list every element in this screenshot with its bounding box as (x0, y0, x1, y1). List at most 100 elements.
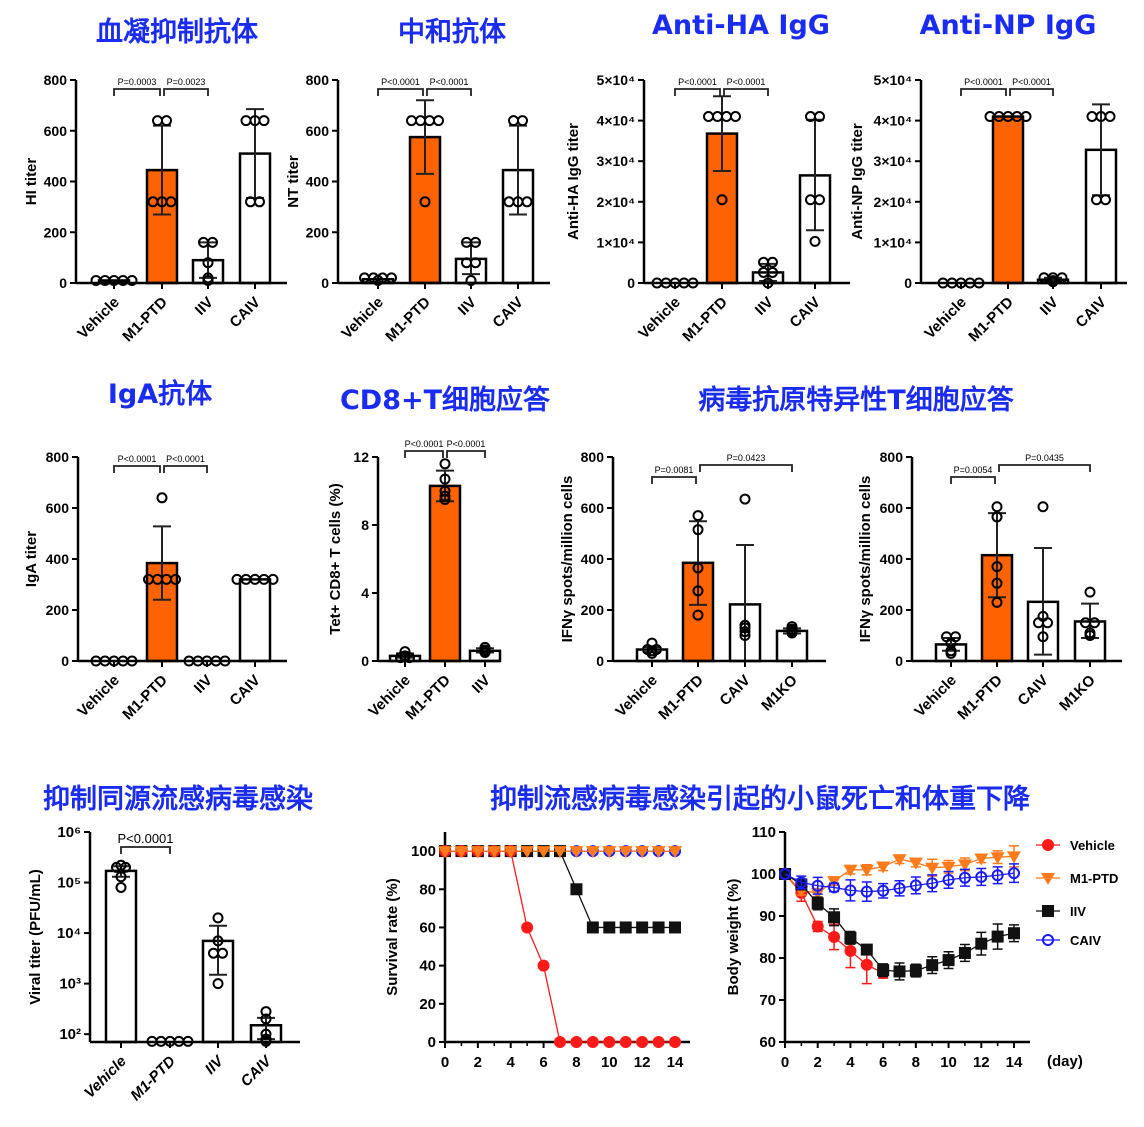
legend-item-caiv: CAIV (1036, 933, 1101, 948)
data-point (161, 115, 172, 127)
square-marker (860, 943, 873, 956)
data-point (716, 194, 728, 206)
significance-bracket (651, 476, 697, 484)
triangle-down-marker (876, 861, 891, 874)
y-tick-label: 400 (44, 174, 68, 190)
data-point (470, 236, 481, 248)
x-axis-label: (day) (1047, 1053, 1083, 1070)
data-point (470, 257, 481, 269)
x-tick-label: 0 (441, 1054, 449, 1071)
y-tick-label: 4 (361, 585, 369, 601)
data-point (521, 196, 533, 208)
legend-item-vehicle: Vehicle (1036, 838, 1115, 853)
data-point (115, 881, 127, 893)
x-tick-label: IIV (191, 672, 216, 697)
triangle-down-marker (454, 846, 469, 859)
y-tick-label: 200 (581, 602, 605, 618)
p-value-label: P<0.0001 (430, 77, 469, 87)
x-tick-label: 8 (572, 1054, 580, 1071)
y-tick-label: 80 (759, 950, 776, 967)
data-point (120, 861, 131, 873)
y-tick-label: 100 (411, 843, 436, 860)
circle-marker (586, 1036, 599, 1048)
p-value-label: P<0.0001 (964, 77, 1003, 87)
y-tick-label: 4×10⁴ (874, 113, 913, 129)
data-point (767, 266, 778, 278)
y-tick-label: 1×10⁴ (874, 234, 913, 250)
data-point (1104, 111, 1116, 123)
x-tick-label: CAIV (226, 294, 263, 331)
data-point (152, 115, 163, 127)
title-anti-np-igg: Anti-NP IgG (919, 10, 1097, 41)
x-tick-label: IIV (455, 294, 480, 319)
circle-marker (844, 944, 857, 957)
y-tick-label: 600 (306, 123, 330, 139)
y-tick-label: 0 (59, 275, 67, 291)
x-tick-label: Vehicle (911, 672, 960, 721)
significance-bracket (1009, 88, 1054, 96)
y-axis-label: Viral titer (PFU/mL) (27, 869, 44, 1005)
data-point (258, 115, 270, 127)
square-marker (811, 897, 824, 910)
data-point (739, 626, 751, 638)
legend-item-m1-ptd: M1-PTD (1036, 871, 1118, 886)
triangle-down-marker (859, 864, 874, 877)
y-axis-label: IFNγ spots/million cells (857, 476, 874, 643)
data-point (406, 115, 417, 127)
x-tick-label: IIV (192, 294, 217, 319)
y-tick-label: 80 (419, 881, 436, 898)
y-tick-label: 0 (321, 275, 329, 291)
triangle-down-marker (470, 846, 485, 859)
x-tick-label: M1-PTD (954, 672, 1006, 724)
circle-marker (652, 1036, 665, 1048)
data-point (165, 196, 177, 208)
square-marker (586, 921, 599, 934)
square-marker (958, 946, 971, 959)
p-value-label: P<0.0001 (727, 77, 766, 87)
data-point (991, 501, 1003, 513)
line-chart-10: 60 70 80 90 100 110 0 2 4 6 8 10 12 14 Body weight (%)… (725, 824, 1118, 1071)
x-tick-label: Vehicle (635, 294, 684, 343)
triangle-down-marker (941, 861, 956, 874)
data-point (508, 115, 519, 127)
x-tick-label: 2 (474, 1054, 482, 1071)
square-marker (877, 964, 890, 977)
data-point (260, 1013, 272, 1025)
data-point (260, 1028, 272, 1040)
y-tick-label: 800 (306, 72, 330, 88)
y-axis-label: NT titer (285, 155, 302, 208)
open-circle-marker (860, 885, 873, 898)
y-tick-label: 8 (361, 517, 369, 533)
y-tick-label: 200 (880, 602, 904, 618)
triangle-down-marker (925, 862, 940, 875)
significance-bracket (426, 88, 472, 96)
p-value-label: P<0.0001 (166, 454, 205, 464)
data-point (439, 458, 451, 470)
open-circle-marker (926, 877, 939, 890)
data-point (517, 115, 528, 127)
y-tick-label: 600 (44, 123, 68, 139)
significance-bracket (723, 88, 769, 96)
square-marker (942, 954, 955, 967)
x-tick-label: M1-PTD (965, 294, 1017, 346)
y-tick-label: 1×10⁴ (597, 234, 636, 250)
circle-marker (570, 1036, 583, 1048)
y-tick-label: 60 (759, 1034, 776, 1051)
open-circle-marker (942, 873, 955, 886)
square-marker (828, 911, 841, 924)
x-tick-label: 10 (601, 1054, 618, 1071)
series-line (445, 850, 675, 929)
circle-marker (537, 959, 550, 972)
x-tick-label: Vehicle (921, 294, 970, 343)
p-value-label: P<0.0001 (381, 77, 420, 87)
data-point (1037, 501, 1049, 513)
data-point (415, 115, 426, 127)
title-homologous-infection: 抑制同源流感病毒感染 (43, 784, 313, 815)
y-tick-label: 10⁴ (57, 925, 81, 942)
title-iga-antibody: IgA抗体 (107, 379, 213, 410)
triangle-down-marker (585, 846, 600, 859)
data-point (692, 562, 704, 574)
